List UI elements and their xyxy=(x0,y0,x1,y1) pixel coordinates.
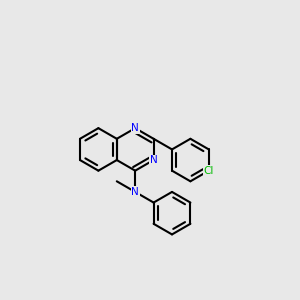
Text: N: N xyxy=(131,123,139,133)
Text: N: N xyxy=(131,187,139,197)
Text: N: N xyxy=(150,155,158,165)
Text: Cl: Cl xyxy=(204,166,214,176)
